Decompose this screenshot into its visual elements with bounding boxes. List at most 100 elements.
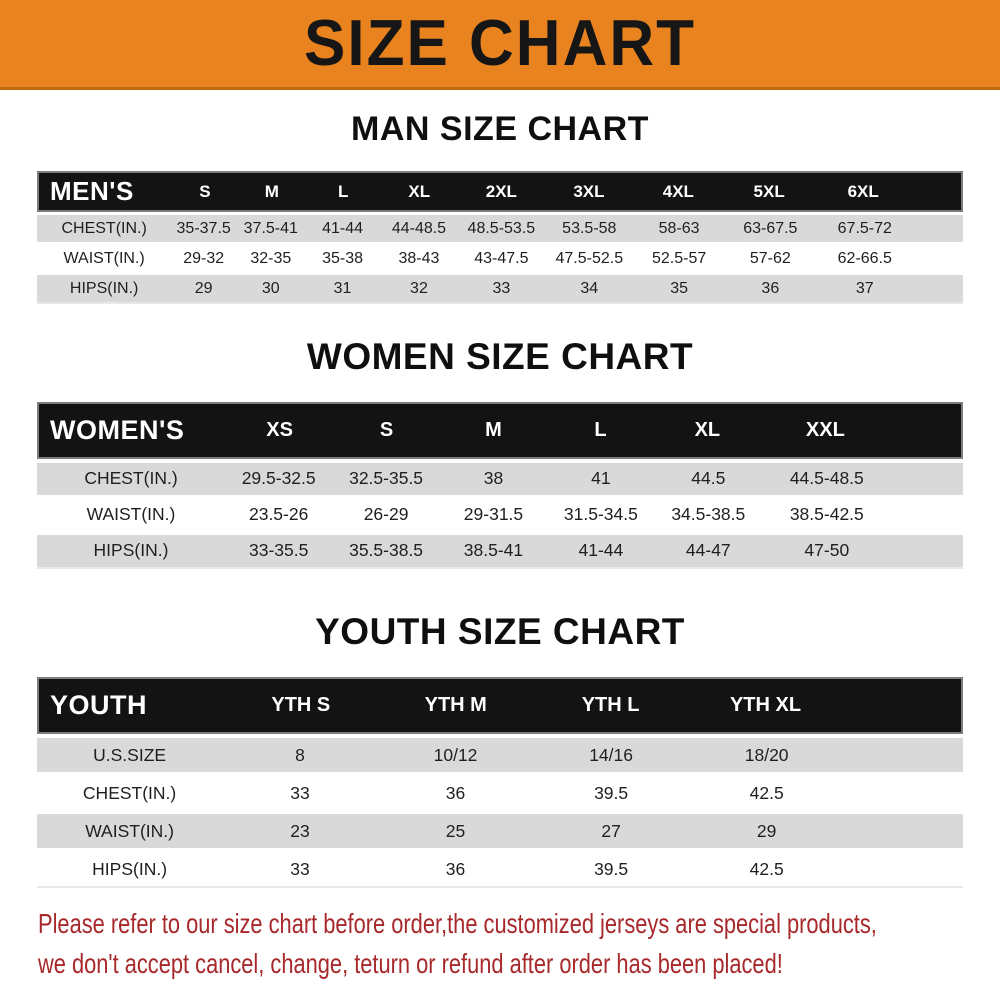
row-label: HIPS(IN.): [93, 540, 169, 561]
cell-value: 32: [410, 279, 428, 297]
men-size-col-l: L: [338, 181, 349, 201]
cell-value: 47.5-52.5: [555, 249, 624, 267]
women-table-header-row: WOMEN'S XS S M L XL XXL: [37, 401, 963, 459]
women-size-col-xl: XL: [694, 418, 721, 441]
row-label: HIPS(IN.): [92, 858, 168, 879]
men-chest-row: CHEST(IN.) 35-37.5 37.5-41 41-44 44-48.5…: [37, 215, 963, 243]
men-size-table: MEN'S S M L XL 2XL 3XL 4XL 5XL 6XL CHEST…: [37, 171, 963, 303]
cell-value: 38-43: [398, 249, 440, 267]
men-size-col-3xl: 3XL: [573, 181, 605, 201]
row-label: CHEST(IN.): [61, 219, 147, 237]
cell-value: 36: [445, 782, 466, 803]
cell-value: 42.5: [749, 858, 784, 879]
cell-value: 44-47: [685, 540, 731, 561]
cell-value: 32.5-35.5: [349, 468, 424, 489]
cell-value: 33: [290, 782, 310, 803]
cell-value: 36: [761, 279, 780, 297]
women-size-col-s: S: [379, 418, 394, 441]
youth-size-col-l: YTH L: [581, 694, 640, 717]
cell-value: 39.5: [594, 858, 629, 879]
cell-value: 29.5-32.5: [241, 468, 316, 489]
cell-value: 18/20: [744, 744, 789, 765]
men-size-col-m: M: [264, 181, 279, 201]
cell-value: 35: [670, 279, 689, 297]
youth-section-title: YOUTH SIZE CHART: [315, 610, 685, 652]
cell-value: 44-48.5: [391, 219, 447, 237]
youth-table-header-row: YOUTH YTH S YTH M YTH L YTH XL: [37, 677, 963, 735]
cell-value: 27: [601, 820, 621, 841]
women-header-label: WOMEN'S: [50, 414, 185, 445]
youth-size-col-xl: YTH XL: [729, 694, 802, 717]
men-size-col-2xl: 2XL: [485, 181, 517, 201]
cell-value: 53.5-58: [562, 219, 617, 237]
row-label: WAIST(IN.): [86, 504, 176, 525]
women-size-col-m: M: [485, 418, 502, 441]
men-hips-row: HIPS(IN.) 29 30 31 32 33 34 35 36 37: [37, 275, 963, 303]
cell-value: 48.5-53.5: [467, 219, 536, 237]
cell-value: 34.5-38.5: [671, 504, 746, 525]
cell-value: 58-63: [658, 219, 700, 237]
youth-chest-row: CHEST(IN.) 33 36 39.5 42.5: [37, 776, 963, 811]
men-size-col-4xl: 4XL: [662, 181, 694, 201]
cell-value: 43-47.5: [474, 249, 529, 267]
women-size-col-xs: XS: [266, 418, 293, 441]
men-table-header-row: MEN'S S M L XL 2XL 3XL 4XL 5XL 6XL: [37, 171, 963, 213]
youth-header-label: YOUTH: [50, 690, 147, 721]
men-waist-row: WAIST(IN.) 29-32 32-35 35-38 38-43 43-47…: [37, 245, 963, 273]
cell-value: 33: [492, 279, 511, 297]
men-size-col-6xl: 6XL: [847, 181, 879, 201]
cell-value: 14/16: [589, 744, 633, 765]
women-hips-row: HIPS(IN.) 33-35.5 35.5-38.5 38.5-41 41-4…: [37, 534, 963, 567]
cell-value: 30: [261, 279, 280, 297]
cell-value: 32-35: [250, 249, 292, 267]
men-header-label: MEN'S: [50, 176, 134, 207]
man-section-title: MAN SIZE CHART: [351, 110, 649, 148]
cell-value: 37: [855, 279, 874, 297]
cell-value: 38.5-42.5: [789, 504, 864, 525]
cell-value: 29-31.5: [463, 504, 524, 525]
men-size-col-5xl: 5XL: [753, 181, 785, 201]
banner: SIZE CHART: [0, 0, 1000, 90]
youth-size-col-s: YTH S: [271, 694, 331, 717]
men-size-col-s: S: [199, 181, 211, 201]
notice-line-1: Please refer to our size chart before or…: [38, 908, 877, 940]
row-label: WAIST(IN.): [63, 249, 145, 267]
youth-size-col-m: YTH M: [424, 694, 487, 717]
cell-value: 41-44: [322, 219, 364, 237]
cell-value: 35-38: [322, 249, 364, 267]
cell-value: 57-62: [749, 249, 791, 267]
row-label: CHEST(IN.): [84, 468, 178, 489]
row-label: U.S.SIZE: [93, 744, 167, 765]
footer-notice: Please refer to our size chart before or…: [38, 904, 1000, 984]
cell-value: 63-67.5: [743, 219, 798, 237]
cell-value: 23.5-26: [248, 504, 309, 525]
cell-value: 67.5-72: [837, 219, 892, 237]
cell-value: 33: [290, 858, 310, 879]
women-chest-row: CHEST(IN.) 29.5-32.5 32.5-35.5 38 41 44.…: [37, 462, 963, 495]
cell-value: 34: [580, 279, 599, 297]
youth-waist-row: WAIST(IN.) 23 25 27 29: [37, 814, 963, 849]
cell-value: 23: [290, 820, 310, 841]
cell-value: 35-37.5: [176, 219, 231, 237]
women-waist-row: WAIST(IN.) 23.5-26 26-29 29-31.5 31.5-34…: [37, 498, 963, 531]
cell-value: 29: [194, 279, 213, 297]
row-label: WAIST(IN.): [85, 820, 174, 841]
cell-value: 41: [591, 468, 611, 489]
women-size-col-l: L: [594, 418, 607, 441]
cell-value: 38: [483, 468, 504, 489]
cell-value: 8: [295, 744, 305, 765]
cell-value: 10/12: [433, 744, 478, 765]
cell-value: 39.5: [594, 782, 629, 803]
youth-ussize-row: U.S.SIZE 8 10/12 14/16 18/20: [37, 738, 963, 773]
cell-value: 62-66.5: [837, 249, 892, 267]
notice-line-2: we don't accept cancel, change, teturn o…: [38, 948, 783, 980]
cell-value: 37.5-41: [243, 219, 298, 237]
cell-value: 31: [333, 279, 352, 297]
cell-value: 41-44: [578, 540, 624, 561]
cell-value: 36: [445, 858, 466, 879]
cell-value: 38.5-41: [463, 540, 524, 561]
youth-size-table: YOUTH YTH S YTH M YTH L YTH XL U.S.SIZE …: [37, 677, 963, 887]
cell-value: 44.5-48.5: [789, 468, 864, 489]
cell-value: 35.5-38.5: [349, 540, 424, 561]
cell-value: 33-35.5: [248, 540, 309, 561]
